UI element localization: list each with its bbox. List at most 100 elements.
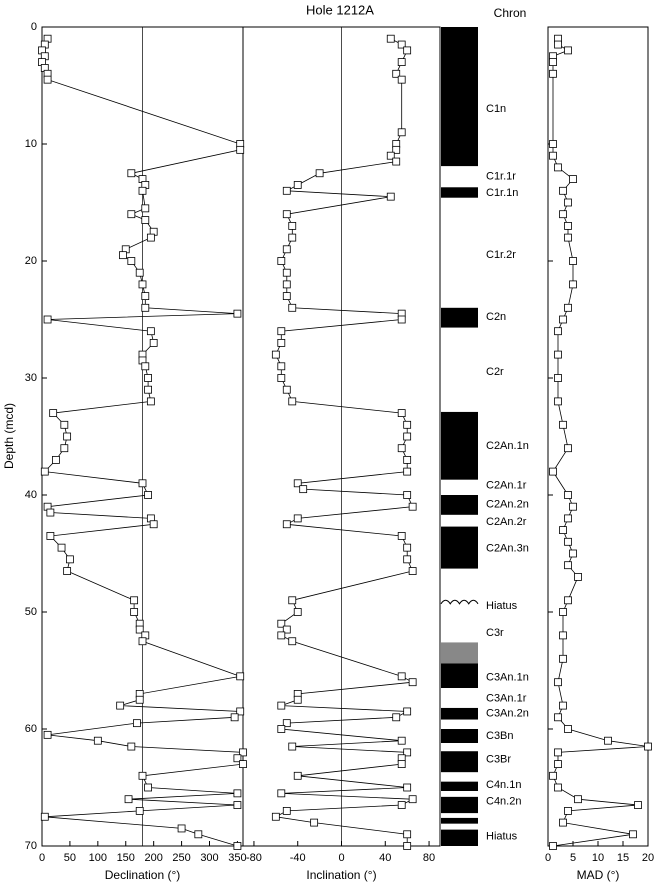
chron-block (441, 307, 478, 328)
y-tick-label: 60 (25, 723, 37, 735)
chron-block (441, 729, 478, 744)
data-point (288, 397, 297, 406)
data-point (629, 830, 637, 839)
data-point (554, 40, 562, 49)
chron-block (441, 568, 478, 643)
x-tick-label: -40 (290, 852, 306, 864)
data-point (277, 338, 286, 347)
data-point (408, 567, 417, 575)
y-axis-label: Depth (mcd) (2, 403, 16, 469)
data-point (392, 713, 401, 722)
data-point (233, 754, 242, 763)
data-point (282, 245, 291, 254)
data-point (149, 520, 158, 529)
x-tick-label: 0 (545, 852, 551, 864)
data-point (60, 444, 69, 453)
data-point (138, 771, 147, 780)
data-point (397, 532, 406, 540)
data-point (564, 233, 572, 242)
chron-block (441, 27, 478, 167)
data-point (141, 292, 150, 301)
data-point (230, 713, 239, 722)
chron-block (441, 743, 478, 752)
data-point (559, 526, 567, 534)
chron-block (441, 751, 478, 773)
data-point (119, 251, 127, 260)
data-point (559, 608, 567, 616)
hiatus-wave (440, 599, 479, 605)
data-point (138, 637, 147, 646)
data-point (144, 374, 152, 382)
data-point (386, 192, 395, 201)
chron-block (441, 514, 478, 527)
chron-block (441, 479, 478, 495)
chron-block (441, 526, 478, 569)
data-point (403, 543, 412, 552)
data-point (549, 151, 557, 160)
x-tick-label: 10 (592, 852, 604, 864)
data-point (239, 760, 247, 768)
data-point (403, 491, 412, 499)
data-point (310, 818, 319, 827)
data-point (141, 303, 150, 312)
data-point (43, 730, 52, 739)
chron-block (441, 642, 478, 664)
data-point (397, 128, 406, 137)
data-point (559, 654, 567, 663)
data-point (403, 783, 412, 792)
data-point (277, 327, 286, 336)
chron-label: C2n (486, 311, 506, 323)
data-line (274, 38, 415, 846)
data-point (233, 309, 242, 318)
data-point (288, 742, 297, 751)
data-point (397, 760, 406, 768)
data-point (233, 842, 242, 850)
data-point (549, 842, 557, 850)
data-point (574, 795, 582, 804)
data-point (46, 532, 55, 540)
chron-label: C3An.2n (486, 708, 529, 720)
chron-label: C3Br (486, 753, 511, 765)
chart-title: Hole 1212A (306, 2, 374, 17)
data-point (386, 34, 395, 43)
chron-block (441, 817, 478, 824)
data-point (282, 292, 291, 301)
data-point (559, 701, 567, 710)
chron-label: C2An.2r (486, 516, 527, 528)
data-point (559, 315, 567, 324)
data-point (194, 830, 203, 839)
data-point (288, 596, 297, 605)
data-point (554, 350, 562, 359)
chron-block (441, 197, 478, 308)
data-point (127, 210, 136, 219)
data-point (138, 479, 147, 488)
data-point (141, 216, 150, 224)
data-point (569, 280, 577, 289)
chron-label: C2An.1n (486, 440, 529, 452)
data-point (554, 163, 562, 172)
data-point (408, 502, 417, 511)
data-point (52, 455, 60, 464)
x-tick-label: 0 (39, 852, 45, 864)
data-point (236, 707, 245, 716)
chron-block (441, 327, 478, 412)
data-point (135, 268, 144, 277)
data-point (144, 491, 152, 499)
chron-block (441, 796, 478, 814)
data-point (277, 725, 286, 733)
chron-label: Hiatus (486, 831, 518, 843)
data-point (236, 145, 245, 154)
data-point (124, 795, 133, 804)
chron-label: C3r (486, 627, 504, 639)
data-point (146, 233, 155, 242)
y-tick-label: 40 (25, 489, 37, 501)
chron-block (441, 719, 478, 729)
data-line (552, 38, 649, 847)
data-point (386, 151, 395, 160)
chron-label: C1r.1r (486, 171, 516, 183)
chron-label: C2An.2n (486, 498, 529, 510)
data-point (569, 175, 577, 184)
data-point (403, 432, 412, 441)
chron-block (441, 772, 478, 782)
data-point (233, 789, 242, 798)
